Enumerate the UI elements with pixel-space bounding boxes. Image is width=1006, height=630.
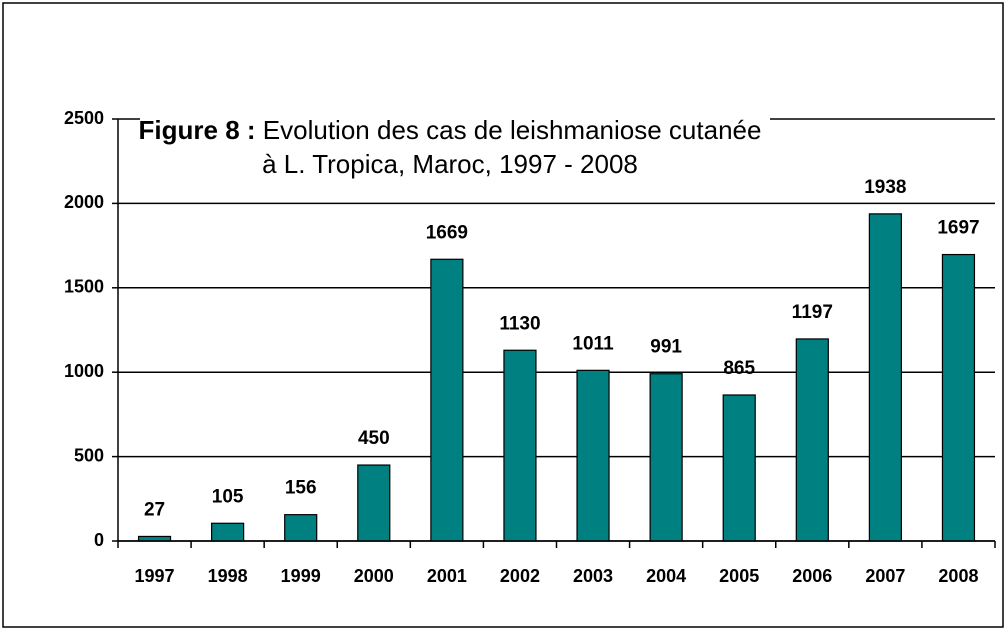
value-label: 105	[212, 486, 244, 507]
value-label: 865	[723, 358, 755, 379]
value-label: 450	[358, 428, 390, 449]
title-prefix: Figure 8 :	[139, 115, 256, 145]
x-tick-label: 1999	[281, 566, 321, 586]
value-label: 1197	[792, 302, 833, 323]
x-tick-label: 2005	[719, 566, 759, 586]
bar	[868, 213, 902, 542]
title-background	[140, 110, 770, 178]
value-label: 1697	[937, 218, 979, 239]
x-tick-label: 1998	[208, 566, 248, 586]
bar	[357, 464, 391, 542]
y-tick-label: 500	[74, 445, 104, 465]
bar	[795, 338, 829, 542]
value-label: 991	[650, 337, 682, 358]
bar	[576, 369, 610, 542]
chart-subtitle: à L. Tropica, Maroc, 1997 - 2008	[262, 149, 638, 179]
chart-title: Figure 8 : Evolution des cas de leishman…	[139, 115, 762, 145]
y-tick-label: 2000	[64, 192, 104, 212]
value-label: 1011	[572, 333, 614, 354]
y-tick-label: 1500	[64, 277, 104, 297]
x-tick-label: 2008	[938, 566, 978, 586]
x-tick-label: 2007	[865, 566, 905, 586]
x-tick-label: 1997	[135, 566, 175, 586]
value-label: 156	[285, 478, 317, 499]
bar	[211, 522, 245, 542]
bar	[941, 253, 976, 542]
value-label: 1938	[864, 177, 906, 198]
title-main: Evolution des cas de leishmaniose cutané…	[263, 115, 762, 145]
value-label: 27	[144, 499, 165, 520]
value-label: 1669	[426, 222, 468, 243]
y-tick-label: 2500	[64, 108, 104, 128]
value-label: 1130	[499, 313, 540, 334]
x-tick-label: 2002	[500, 566, 540, 586]
bar	[722, 394, 756, 542]
bar	[430, 258, 464, 542]
bar	[649, 373, 683, 542]
y-tick-label: 0	[94, 530, 104, 550]
x-tick-label: 2006	[792, 566, 832, 586]
x-tick-label: 2000	[354, 566, 394, 586]
x-tick-label: 2004	[646, 566, 686, 586]
title-space	[256, 115, 263, 145]
y-tick-label: 1000	[64, 361, 104, 381]
x-tick-label: 2001	[427, 566, 467, 586]
bar	[503, 349, 537, 542]
x-tick-label: 2003	[573, 566, 613, 586]
bar	[284, 514, 318, 542]
